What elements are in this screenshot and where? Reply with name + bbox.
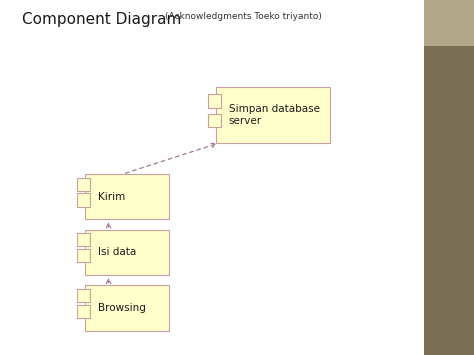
Bar — [77, 249, 90, 262]
Bar — [77, 193, 90, 207]
Text: Component Diagram: Component Diagram — [22, 12, 181, 27]
Bar — [77, 233, 90, 246]
Text: Kirim: Kirim — [98, 192, 125, 202]
Bar — [77, 305, 90, 318]
Text: Browsing: Browsing — [98, 303, 146, 313]
Bar — [85, 285, 169, 331]
Text: Isi data: Isi data — [98, 247, 136, 257]
Bar — [85, 174, 169, 219]
Bar — [208, 114, 221, 127]
Bar — [208, 94, 221, 108]
Text: (Acknowledgments Toeko triyanto): (Acknowledgments Toeko triyanto) — [165, 12, 322, 21]
Bar — [77, 178, 90, 191]
Bar — [77, 289, 90, 302]
Bar — [216, 87, 329, 143]
Text: Simpan database
server: Simpan database server — [229, 104, 320, 126]
Bar — [85, 230, 169, 275]
